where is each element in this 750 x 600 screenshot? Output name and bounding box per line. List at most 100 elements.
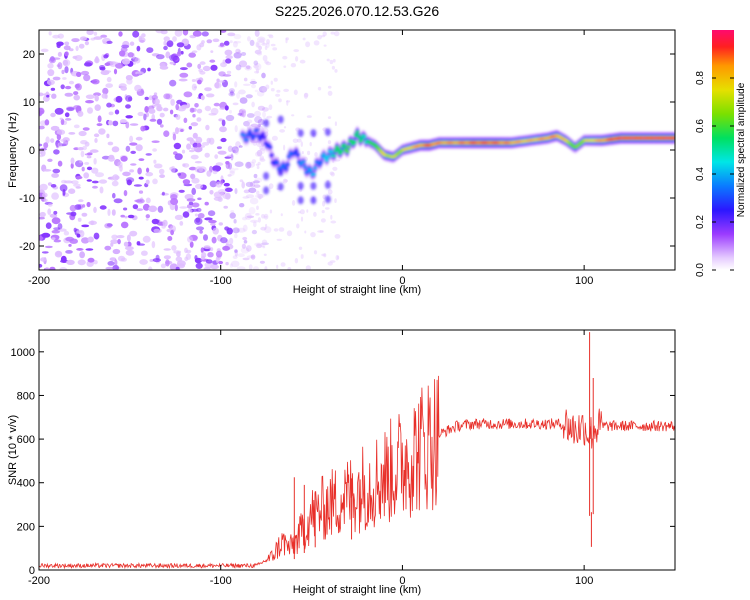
- noise-blob: [239, 179, 244, 183]
- noise-blob: [184, 256, 189, 262]
- noise-blob: [176, 42, 185, 48]
- noise-blob: [106, 102, 112, 108]
- noise-blob: [230, 90, 234, 96]
- noise-blob: [320, 218, 326, 223]
- noise-blob: [226, 70, 232, 74]
- colorbar-tick-label: 0.6: [695, 119, 706, 133]
- noise-blob: [205, 124, 210, 131]
- noise-blob: [191, 177, 200, 184]
- noise-blob: [188, 52, 196, 58]
- noise-blob: [251, 159, 257, 164]
- ridge-mark: [294, 149, 299, 153]
- noise-blob: [249, 81, 257, 85]
- noise-blob: [50, 138, 55, 144]
- noise-blob: [144, 106, 149, 113]
- noise-blob: [118, 31, 123, 37]
- noise-blob: [253, 184, 261, 188]
- noise-blob: [191, 79, 196, 82]
- noise-blob: [191, 202, 200, 208]
- colorbar: 0.0 0.2 0.4 0.6 0.8 Normalized spectral ampl…: [695, 30, 747, 277]
- noise-blob: [95, 172, 104, 178]
- noise-blob: [180, 129, 184, 132]
- noise-blob: [56, 133, 62, 141]
- noise-blob: [209, 59, 216, 63]
- noise-blob: [251, 229, 257, 235]
- noise-blob: [194, 166, 204, 173]
- noise-blob: [39, 216, 45, 220]
- noise-blob: [220, 137, 227, 143]
- noise-blob: [142, 235, 151, 243]
- ridge-side-blob: [324, 195, 331, 204]
- noise-blob: [258, 195, 262, 200]
- noise-blob: [47, 203, 53, 207]
- noise-blob: [221, 119, 226, 127]
- noise-blob: [262, 55, 268, 62]
- noise-blob: [334, 198, 337, 204]
- noise-blob: [44, 119, 50, 126]
- noise-blob: [111, 234, 118, 240]
- noise-blob: [145, 179, 150, 185]
- noise-blob: [197, 79, 202, 85]
- noise-blob: [209, 190, 214, 195]
- noise-blob: [72, 55, 78, 60]
- noise-blob: [73, 105, 82, 110]
- noise-blob: [250, 78, 256, 83]
- noise-blob: [186, 62, 193, 68]
- noise-blob: [330, 220, 337, 224]
- noise-blob: [220, 62, 227, 68]
- noise-blob: [332, 58, 336, 63]
- x-tick-label: 0: [399, 275, 405, 287]
- noise-blob: [75, 175, 83, 180]
- noise-blob: [103, 70, 112, 73]
- noise-blob: [142, 203, 150, 211]
- noise-blob: [138, 190, 144, 194]
- noise-blob: [133, 184, 142, 187]
- noise-blob: [242, 224, 248, 232]
- noise-blob: [213, 196, 222, 201]
- noise-blob: [70, 180, 79, 185]
- noise-blob: [59, 184, 68, 192]
- noise-blob: [152, 178, 158, 185]
- snr-series-line: [39, 375, 675, 570]
- noise-blob: [57, 142, 62, 148]
- ridge-side-blob: [277, 182, 284, 191]
- noise-blob: [242, 196, 250, 199]
- noise-blob: [145, 153, 152, 156]
- noise-blob: [68, 132, 76, 135]
- noise-blob: [268, 183, 274, 189]
- noise-blob: [93, 133, 100, 138]
- noise-blob: [53, 210, 58, 215]
- y-tick-label: 0: [29, 145, 35, 157]
- noise-blob: [233, 34, 242, 40]
- noise-blob: [262, 86, 267, 93]
- y-tick-label: 10: [23, 97, 35, 109]
- noise-blob: [222, 74, 232, 77]
- noise-blob: [179, 206, 188, 209]
- noise-blob: [224, 156, 232, 159]
- noise-blob: [337, 255, 340, 260]
- ridge-mark: [313, 166, 318, 170]
- noise-blob: [59, 267, 68, 270]
- ridge-mark: [326, 155, 331, 158]
- noise-blob: [85, 248, 94, 251]
- noise-blob: [270, 80, 273, 85]
- noise-blob: [51, 217, 61, 225]
- noise-blob: [93, 158, 97, 165]
- noise-blob: [94, 138, 98, 143]
- noise-blob: [190, 173, 196, 180]
- noise-blob: [259, 260, 265, 264]
- noise-blob: [86, 30, 94, 36]
- noise-blob: [148, 266, 153, 270]
- noise-blob: [195, 136, 203, 144]
- ridge-mark: [263, 141, 268, 145]
- noise-blob: [93, 31, 98, 36]
- noise-blob: [82, 204, 86, 208]
- noise-blob: [148, 205, 158, 213]
- noise-blob: [114, 109, 120, 115]
- noise-blob: [106, 40, 113, 45]
- noise-blob: [129, 230, 138, 237]
- noise-blob: [256, 165, 260, 170]
- noise-blob: [49, 266, 56, 270]
- noise-blob: [191, 50, 198, 53]
- noise-blob: [266, 39, 270, 45]
